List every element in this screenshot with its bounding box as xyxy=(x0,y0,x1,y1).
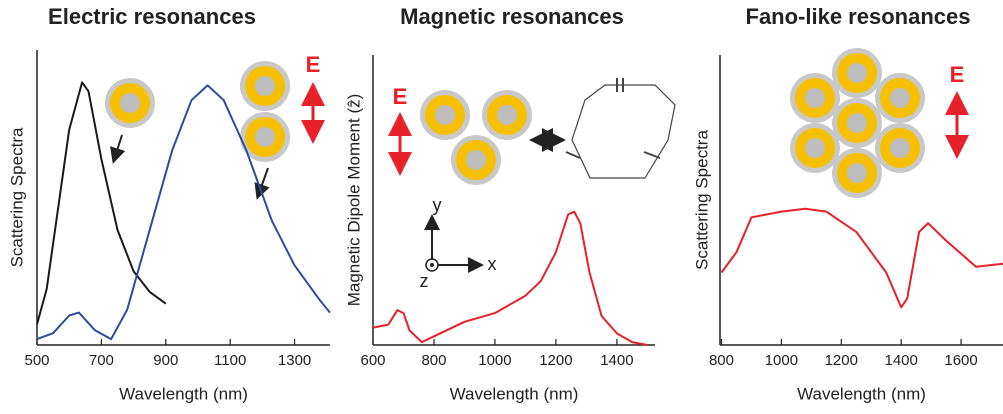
x-tick-label: 900 xyxy=(153,352,178,369)
y-axis-label: Scattering Spectra xyxy=(7,127,26,267)
x-tick-label: 1300 xyxy=(278,352,311,369)
data-line xyxy=(36,84,331,341)
x-tick-label: 600 xyxy=(360,352,385,369)
chart-title: Fano-like resonances xyxy=(746,4,971,29)
chart-title: Electric resonances xyxy=(48,4,256,29)
x-axis-label: Wavelength (nm) xyxy=(797,384,926,403)
annotation: x xyxy=(488,254,497,274)
trimer-illustration xyxy=(388,78,676,273)
x-tick-label: 500 xyxy=(24,352,49,369)
x-axis-label: Wavelength (nm) xyxy=(450,384,579,403)
x-axis-label: Wavelength (nm) xyxy=(119,384,248,403)
particle-illustration xyxy=(105,61,325,200)
annotation: E xyxy=(306,52,321,77)
x-tick-label: 700 xyxy=(89,352,114,369)
x-tick-label: 1000 xyxy=(765,352,798,369)
x-tick-label: 1400 xyxy=(600,352,633,369)
data-line xyxy=(720,207,1003,309)
chart-title: Magnetic resonances xyxy=(400,4,624,29)
x-tick-label: 1200 xyxy=(539,352,572,369)
x-tick-label: 800 xyxy=(709,352,734,369)
y-axis-label: Scattering Spectra xyxy=(692,130,711,270)
heptamer-illustration xyxy=(790,48,969,198)
x-tick-label: 1400 xyxy=(884,352,917,369)
x-tick-label: 800 xyxy=(421,352,446,369)
annotation: E xyxy=(950,62,965,87)
x-tick-label: 1600 xyxy=(944,352,977,369)
data-line xyxy=(36,81,167,325)
x-tick-label: 1000 xyxy=(478,352,511,369)
data-line xyxy=(372,210,648,346)
annotation: z xyxy=(420,271,429,291)
x-tick-label: 1100 xyxy=(214,352,246,369)
annotation: E xyxy=(393,84,408,109)
annotation: y xyxy=(433,195,442,215)
y-axis-label: Magnetic Dipole Moment (ẑ) xyxy=(344,94,363,307)
x-tick-label: 1200 xyxy=(825,352,858,369)
